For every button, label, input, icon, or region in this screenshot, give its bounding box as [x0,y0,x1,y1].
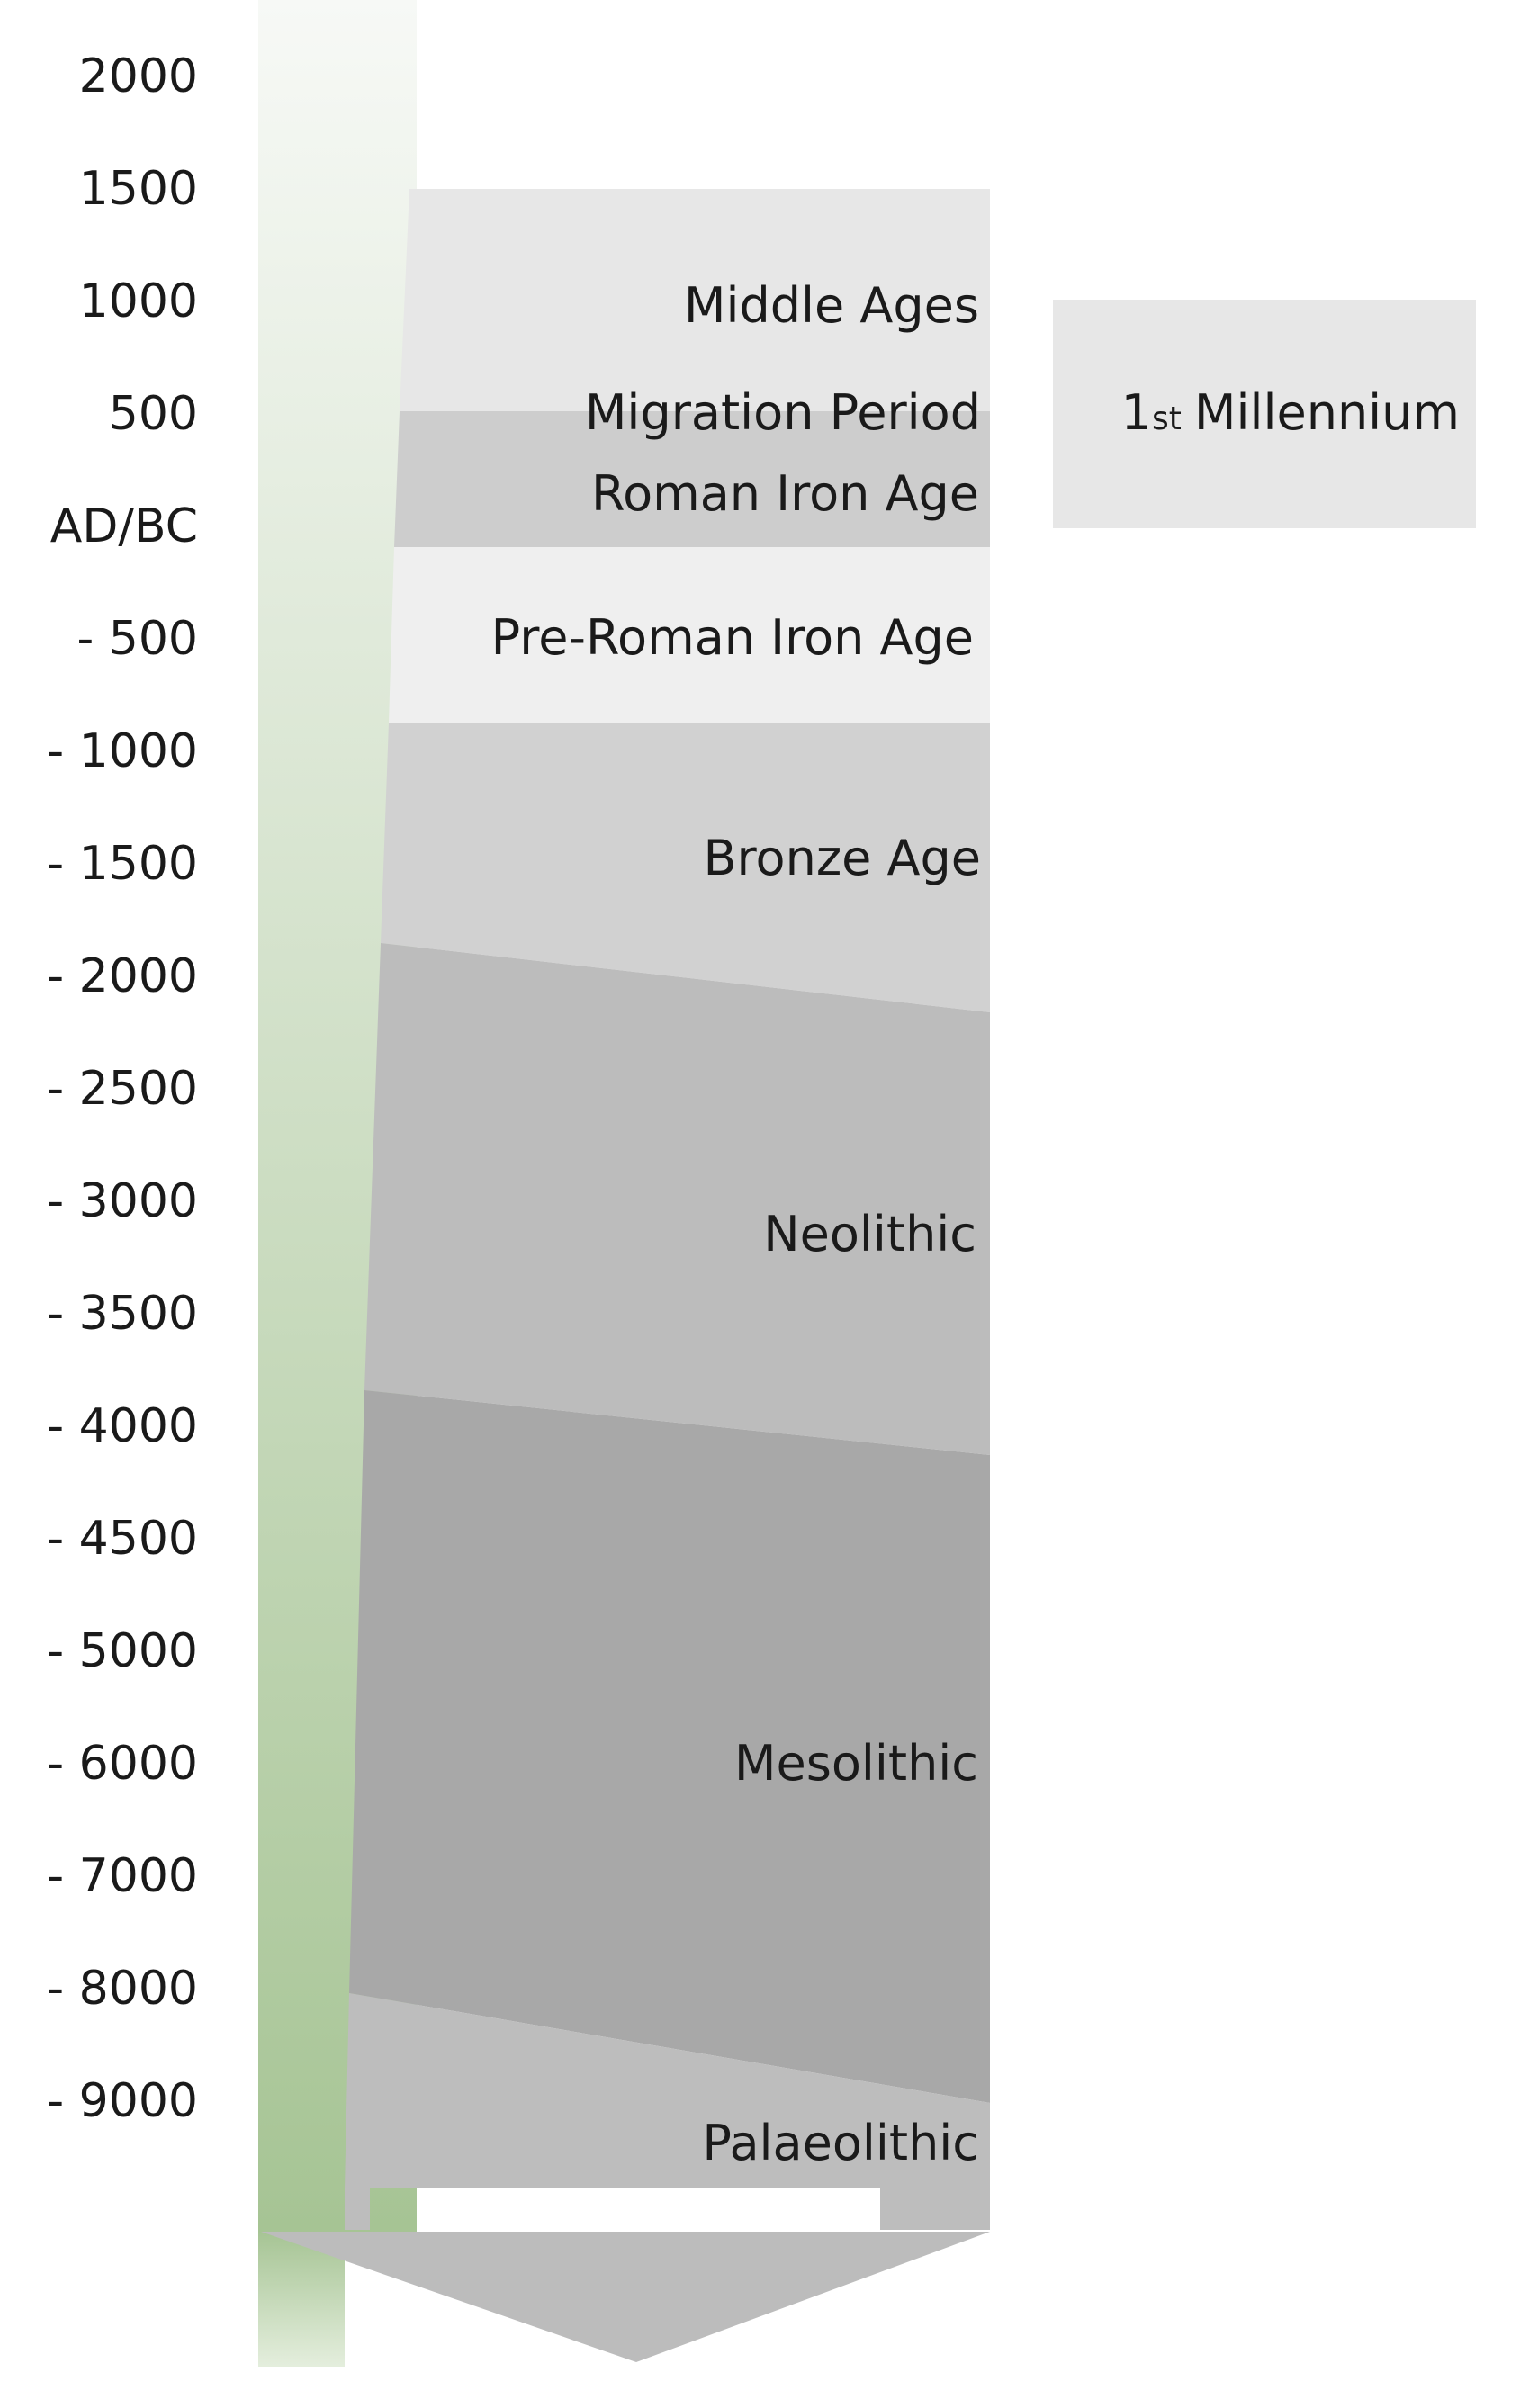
year-tick: - 7000 [47,1849,198,1903]
year-tick: AD/BC [50,499,198,553]
palaeolithic-base-left [345,2188,370,2230]
year-tick: - 8000 [47,1962,198,2016]
palaeolithic-base-right [880,2188,990,2230]
period-label-neolithic: Neolithic [763,1206,976,1262]
year-tick: - 5000 [47,1624,198,1678]
band-middle-ages [400,189,990,411]
band-pre-roman-iron-age [389,547,990,723]
millennium-label: 1st Millennium [1121,384,1460,441]
year-tick: - 4000 [47,1399,198,1453]
year-tick: - 500 [76,612,198,666]
band-mesolithic [349,1390,990,2103]
period-label-middle-ages: Middle Ages [684,277,979,334]
millennium-text: Millennium [1194,384,1460,441]
year-tick: 500 [109,387,198,441]
period-label-palaeolithic: Palaeolithic [702,2115,979,2171]
period-label-bronze-age: Bronze Age [704,830,982,886]
band-bronze-age [381,723,990,1012]
millennium-number: 1 [1121,384,1152,441]
year-tick: - 9000 [47,2074,198,2128]
year-tick: - 1500 [47,837,198,891]
millennium-suffix: st [1152,400,1182,437]
year-tick: 1500 [79,162,198,216]
year-tick: - 2000 [47,949,198,1003]
period-label-roman-iron-age: Roman Iron Age [591,465,979,522]
period-label-mesolithic: Mesolithic [734,1735,978,1792]
arrow-down-icon [261,2232,990,2362]
period-label-migration-period: Migration Period [585,384,981,441]
year-tick: 1000 [79,274,198,328]
year-tick: - 4500 [47,1512,198,1566]
year-tick: 2000 [79,49,198,103]
year-tick: - 3500 [47,1287,198,1341]
millennium-box [1053,300,1476,528]
period-label-pre-roman-iron-age: Pre-Roman Iron Age [491,609,974,666]
year-tick: - 1000 [47,724,198,778]
year-tick: - 2500 [47,1062,198,1116]
band-palaeolithic [345,1993,990,2188]
year-tick: - 6000 [47,1737,198,1791]
year-tick: - 3000 [47,1174,198,1228]
band-neolithic [364,943,990,1455]
year-axis: 2000 1500 1000 500 AD/BC - 500 - 1000 - … [47,49,198,2128]
band-migration-roman [394,411,990,547]
